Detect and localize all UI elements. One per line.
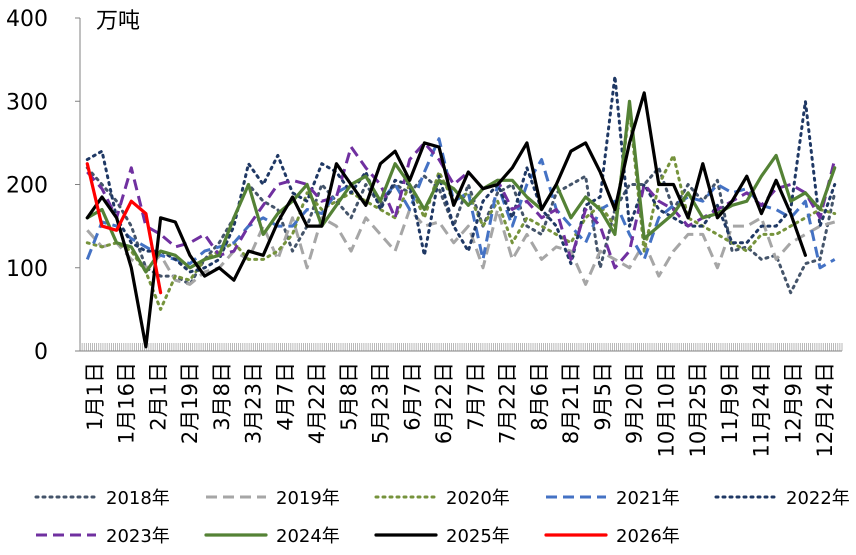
x-tick-label: 12月9日 [781,362,805,444]
x-tick-label: 10月25日 [686,362,710,457]
legend-label-2023: 2023年 [106,526,170,547]
y-tick-label: 100 [6,257,48,282]
legend-label-2024: 2024年 [276,526,340,547]
x-tick-label: 2月19日 [178,362,202,444]
series-lines [85,74,837,349]
x-axis-minor-ticks [79,343,843,351]
series-line-2026 [85,162,163,295]
y-axis-unit-label: 万吨 [96,9,140,34]
x-tick-label: 7月7日 [464,362,488,431]
y-tick-label: 400 [6,7,48,32]
x-tick-label: 3月23日 [242,362,266,444]
legend-label-2019: 2019年 [276,488,340,509]
x-tick-labels: 1月1日 1月16日 2月1日 2月19日 3月8日 3月23日 4月7日 4月22日 5月8日… [83,362,837,457]
y-tick-label: 300 [6,90,48,115]
x-tick-label: 7月22日 [496,362,520,444]
legend-label-2025: 2025年 [446,526,510,547]
legend-label-2018: 2018年 [106,488,170,509]
series-line-2022 [85,74,837,274]
x-tick-label: 9月20日 [623,362,647,444]
x-tick-label: 1月1日 [83,362,107,431]
y-tick-label: 0 [34,340,48,365]
legend-label-2021: 2021年 [616,488,680,509]
x-tick-label: 3月8日 [210,362,234,431]
series-line-2025 [85,91,808,349]
x-tick-label: 9月5日 [591,362,615,431]
x-tick-label: 2月1日 [146,362,170,431]
legend-label-2022: 2022年 [786,488,850,509]
legend-label-2026: 2026年 [616,526,680,547]
x-tick-label: 5月8日 [337,362,361,431]
y-tick-label: 200 [6,174,48,199]
x-tick-label: 5月23日 [369,362,393,444]
x-tick-label: 6月7日 [400,362,424,431]
x-tick-label: 8月21日 [559,362,583,444]
x-tick-label: 11月9日 [718,362,742,444]
x-tick-label: 11月24日 [750,362,774,457]
x-tick-label: 6月22日 [432,362,456,444]
x-axis [79,343,843,352]
x-tick-label: 4月22日 [305,362,329,444]
legend-label-2020: 2020年 [446,488,510,509]
x-tick-label: 12月24日 [813,362,837,457]
y-ticks: 0 100 200 300 400 [6,7,80,365]
series-line-2024 [85,99,837,274]
x-tick-label: 10月10日 [654,362,678,457]
x-tick-label: 8月6日 [527,362,551,431]
x-tick-label: 4月7日 [273,362,297,431]
legend: 2018年 2019年 2020年 2021年 2022年 2023年 2024年 2025年… [34,488,850,547]
series-line-2023 [86,141,837,270]
x-tick-label: 1月16日 [115,362,139,444]
series-line-2019 [86,208,836,286]
